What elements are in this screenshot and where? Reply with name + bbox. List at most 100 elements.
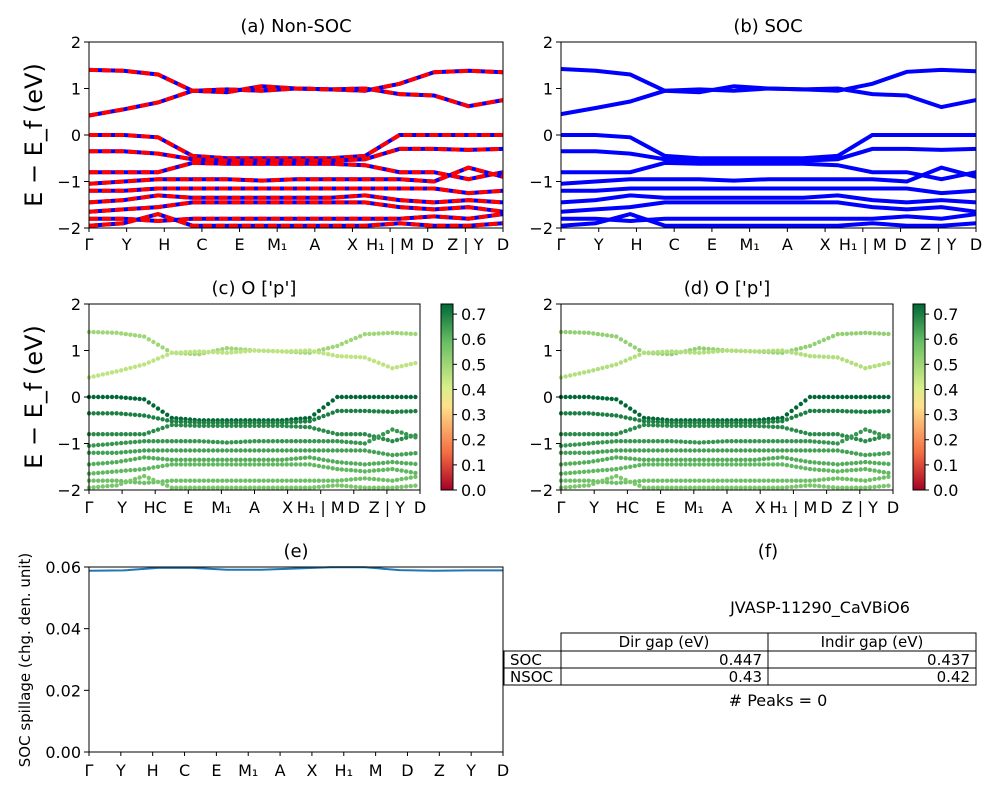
band-point bbox=[413, 474, 418, 479]
band-point bbox=[669, 420, 674, 425]
band-point bbox=[390, 459, 395, 465]
band-point bbox=[812, 483, 817, 488]
band-point bbox=[206, 423, 211, 428]
band-point bbox=[568, 470, 573, 476]
band-point bbox=[706, 420, 711, 425]
band-point bbox=[720, 423, 725, 428]
band-point bbox=[91, 450, 96, 455]
band-point bbox=[197, 448, 202, 453]
band-point bbox=[766, 456, 771, 461]
table-cell: 0.447 bbox=[719, 651, 762, 669]
band-point bbox=[243, 478, 248, 483]
band-point bbox=[604, 396, 610, 401]
band-point bbox=[385, 437, 390, 443]
band-point bbox=[270, 439, 276, 444]
band-point bbox=[247, 478, 253, 483]
band-point bbox=[256, 348, 262, 353]
band-point bbox=[413, 435, 418, 440]
band-point bbox=[623, 358, 628, 363]
band-point bbox=[794, 405, 799, 410]
band-point bbox=[577, 371, 582, 376]
y-tick-label: −1 bbox=[529, 173, 553, 192]
band-point bbox=[229, 448, 234, 453]
band-point bbox=[321, 428, 326, 433]
band-point bbox=[371, 409, 377, 414]
band-point bbox=[275, 448, 280, 453]
band-point bbox=[789, 408, 794, 414]
band-point bbox=[604, 432, 610, 437]
band-point bbox=[109, 411, 115, 416]
band-point bbox=[706, 462, 711, 467]
band-point bbox=[618, 439, 624, 444]
band-point bbox=[270, 478, 276, 483]
band-point bbox=[132, 364, 138, 369]
band-point bbox=[192, 423, 197, 428]
band-point bbox=[344, 432, 349, 437]
band-point bbox=[339, 460, 344, 465]
band-point bbox=[279, 457, 285, 462]
band-point bbox=[146, 414, 151, 419]
band-line bbox=[561, 212, 977, 224]
band-point bbox=[655, 462, 660, 467]
band-point bbox=[780, 462, 785, 467]
y-tick-label: −2 bbox=[57, 481, 81, 500]
band-point bbox=[348, 477, 354, 482]
band-point bbox=[738, 420, 743, 425]
band-point bbox=[867, 428, 873, 434]
band-point bbox=[817, 477, 822, 483]
band-point bbox=[132, 412, 138, 417]
x-tick-label: Γ bbox=[557, 235, 566, 254]
x-tick-label: Γ bbox=[85, 761, 94, 780]
band-point bbox=[711, 420, 716, 425]
band-point bbox=[220, 478, 225, 483]
band-point bbox=[321, 405, 326, 410]
band-point bbox=[307, 419, 312, 424]
band-point bbox=[174, 419, 179, 424]
band-point bbox=[293, 348, 299, 354]
band-point bbox=[367, 476, 372, 481]
band-point bbox=[734, 348, 739, 353]
band-point bbox=[775, 416, 780, 421]
band-point bbox=[632, 345, 637, 350]
band-point bbox=[371, 358, 377, 364]
band-point bbox=[770, 485, 776, 490]
band-point bbox=[275, 485, 280, 490]
band-point bbox=[729, 457, 734, 462]
band-point bbox=[394, 428, 400, 434]
band-point bbox=[394, 452, 400, 457]
band-point bbox=[591, 411, 596, 416]
band-point bbox=[325, 448, 331, 453]
band-point bbox=[137, 396, 142, 402]
band-point bbox=[137, 467, 142, 472]
band-point bbox=[687, 420, 693, 425]
band-point bbox=[109, 441, 115, 447]
band-point bbox=[872, 452, 877, 457]
y-tick-label: 2 bbox=[543, 33, 553, 52]
band-point bbox=[789, 439, 794, 444]
band-point bbox=[715, 478, 720, 483]
colorbar-tick-label: 0.5 bbox=[461, 355, 486, 374]
band-point bbox=[284, 423, 289, 429]
band-point bbox=[830, 334, 836, 339]
panel-e-yticks: 0.060.040.020.00 bbox=[45, 558, 89, 762]
band-point bbox=[293, 448, 299, 453]
band-point bbox=[330, 483, 335, 488]
band-point bbox=[877, 432, 882, 437]
band-point bbox=[655, 478, 660, 483]
band-point bbox=[358, 476, 363, 481]
band-point bbox=[316, 448, 322, 453]
band-point bbox=[220, 462, 225, 467]
band-point bbox=[812, 439, 817, 444]
band-point bbox=[348, 484, 354, 489]
band-point bbox=[183, 423, 188, 428]
band-point bbox=[178, 462, 184, 467]
band-point bbox=[224, 346, 230, 351]
band-point bbox=[96, 450, 101, 455]
band-point bbox=[307, 415, 312, 421]
band-point bbox=[784, 463, 790, 468]
band-point bbox=[201, 462, 207, 467]
band-point bbox=[229, 440, 234, 445]
band-point bbox=[817, 448, 822, 453]
band-point bbox=[243, 439, 248, 444]
panel-c-plot bbox=[86, 329, 418, 490]
